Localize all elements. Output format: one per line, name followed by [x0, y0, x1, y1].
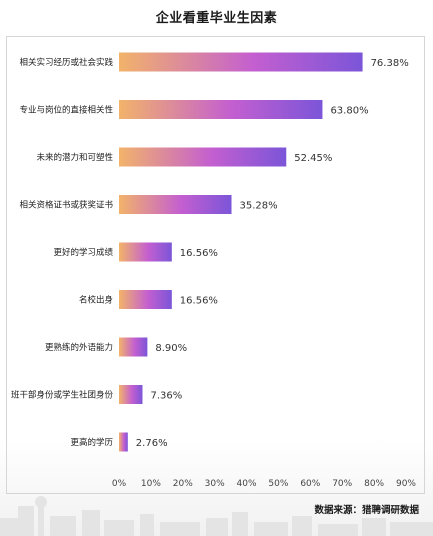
category-label: 专业与岗位的直接相关性 [19, 105, 113, 116]
x-tick-label: 20% [173, 479, 193, 489]
x-tick-label: 70% [332, 479, 352, 489]
data-label: 35.28% [240, 201, 278, 212]
x-tick-label: 40% [237, 479, 257, 489]
category-label: 未来的潜力和可塑性 [36, 152, 113, 163]
category-label: 相关实习经历或社会实践 [19, 57, 113, 68]
data-label: 2.76% [136, 438, 168, 449]
chart-title: 企业看重毕业生因素 [155, 11, 278, 26]
category-label: 相关资格证书或获奖证书 [19, 200, 113, 211]
x-tick-label: 80% [364, 479, 384, 489]
bar [119, 52, 363, 72]
bar [119, 242, 172, 262]
data-label: 52.45% [294, 153, 332, 164]
plot-area [6, 36, 425, 494]
x-tick-label: 0% [112, 479, 127, 489]
data-label: 16.56% [180, 248, 218, 259]
category-label: 名校出身 [79, 295, 113, 306]
x-tick-label: 30% [205, 479, 225, 489]
bar [119, 290, 172, 309]
bar [119, 195, 232, 214]
category-label: 更熟练的外语能力 [45, 342, 113, 353]
bar [119, 385, 143, 404]
x-tick-label: 60% [300, 479, 320, 489]
data-label: 16.56% [180, 296, 218, 307]
bar [119, 100, 323, 119]
source-note: 数据来源：猎聘调研数据 [314, 505, 419, 516]
bar [119, 147, 287, 167]
bar [119, 337, 148, 357]
category-label: 更高的学历 [70, 437, 113, 448]
data-label: 76.38% [371, 58, 409, 69]
data-label: 8.90% [155, 343, 187, 354]
city-skyline-watermark [0, 496, 433, 536]
bar [119, 432, 128, 452]
data-label: 7.36% [150, 391, 182, 402]
data-label: 63.80% [330, 106, 368, 117]
x-tick-label: 10% [141, 479, 161, 489]
x-tick-label: 50% [268, 479, 288, 489]
x-tick-label: 90% [396, 479, 416, 489]
category-label: 更好的学习成绩 [53, 247, 113, 258]
category-label: 班干部身份或学生社团身份 [11, 390, 114, 401]
